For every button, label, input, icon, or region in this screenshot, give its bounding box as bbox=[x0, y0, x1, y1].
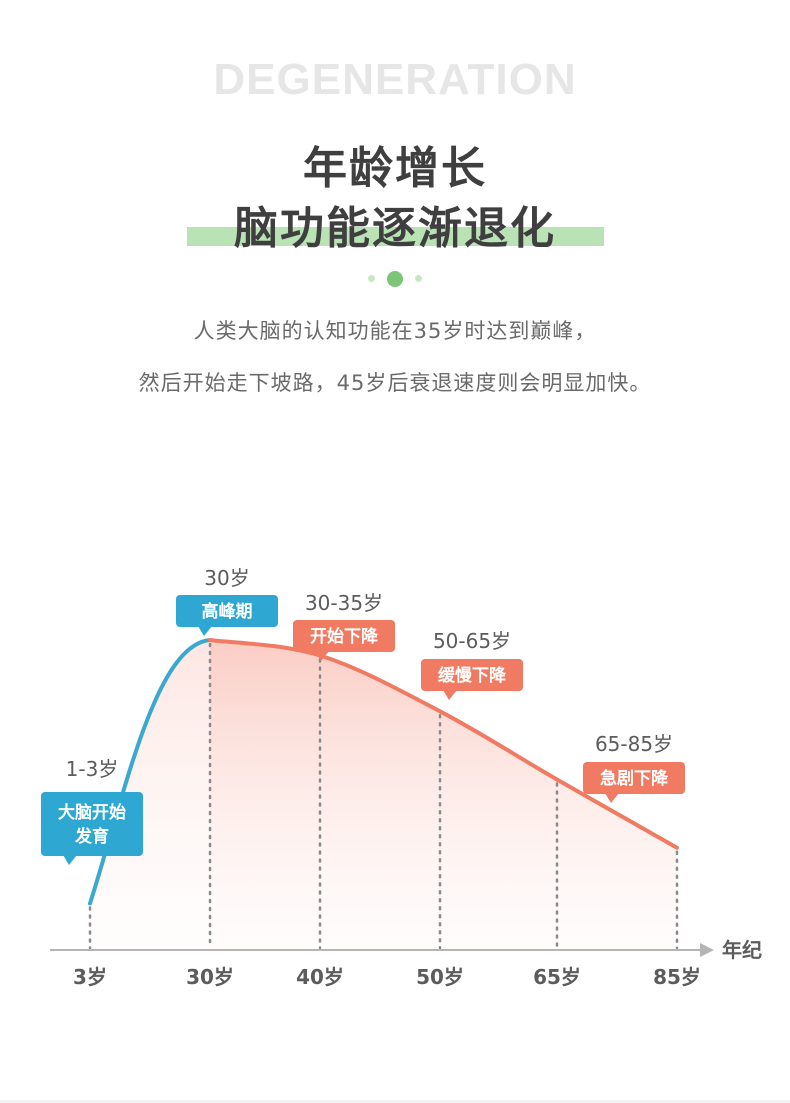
annotation-badge-pointer-icon bbox=[443, 690, 457, 700]
annotation-age-label: 1-3岁 bbox=[66, 757, 119, 781]
dot-inactive bbox=[368, 275, 375, 282]
falling-curve bbox=[208, 638, 679, 850]
annotation-stage-label: 开始下降 bbox=[310, 626, 379, 647]
annotation-stage-line: 发育 bbox=[74, 826, 109, 847]
annotation-stage-label: 缓慢下降 bbox=[438, 665, 507, 686]
annotation-badge bbox=[41, 792, 143, 856]
rising-curve bbox=[88, 638, 212, 906]
annotation-badge-pointer-icon bbox=[605, 793, 619, 803]
headline-highlight bbox=[187, 227, 604, 246]
dot-inactive bbox=[415, 275, 422, 282]
fall-area bbox=[210, 640, 677, 950]
annotation-badge bbox=[293, 620, 395, 652]
annotation-age-label: 65-85岁 bbox=[595, 732, 673, 756]
annotation-badge bbox=[421, 659, 523, 691]
description-line-2: 然后开始走下坡路，45岁后衰退速度则会明显加快。 bbox=[138, 371, 652, 395]
annotation-badge-pointer-icon bbox=[315, 651, 329, 661]
annotation-badge-pointer-icon bbox=[63, 855, 77, 865]
annotation-stage-label: 高峰期 bbox=[202, 601, 253, 622]
background-title: DEGENERATION bbox=[213, 55, 577, 104]
footer-divider bbox=[0, 1100, 790, 1103]
x-tick-label: 85岁 bbox=[653, 965, 701, 989]
annotation-stage-line: 高峰期 bbox=[202, 601, 253, 622]
annotation-badge bbox=[583, 762, 685, 794]
headline-line-2: 脑功能逐渐退化 bbox=[234, 203, 556, 254]
annotation-age-label: 30岁 bbox=[204, 566, 249, 590]
annotation-age-label: 30-35岁 bbox=[305, 591, 383, 615]
x-axis-title: 年纪 bbox=[722, 938, 762, 962]
annotation-stage-line: 大脑开始 bbox=[58, 802, 126, 823]
annotation-badge-pointer-icon bbox=[198, 626, 212, 636]
annotation-badge bbox=[176, 595, 278, 627]
annotation-stage-line: 缓慢下降 bbox=[438, 665, 507, 686]
annotation-stage-label: 大脑开始发育 bbox=[58, 802, 126, 847]
annotation-age-label: 50-65岁 bbox=[433, 629, 511, 653]
annotation-stage-line: 急剧下降 bbox=[600, 768, 669, 789]
headline-line-1: 年龄增长 bbox=[303, 143, 487, 194]
x-tick-label: 3岁 bbox=[73, 965, 107, 989]
annotation-stage-label: 急剧下降 bbox=[600, 768, 669, 789]
x-tick-label: 65岁 bbox=[533, 965, 581, 989]
x-tick-label: 50岁 bbox=[416, 965, 464, 989]
dot-active bbox=[387, 271, 403, 287]
rise-area bbox=[90, 640, 210, 950]
x-tick-label: 30岁 bbox=[186, 965, 234, 989]
annotation-stage-line: 开始下降 bbox=[310, 626, 379, 647]
description-line-1: 人类大脑的认知功能在35岁时达到巅峰， bbox=[193, 319, 597, 343]
x-tick-label: 40岁 bbox=[296, 965, 344, 989]
x-axis-arrow-icon bbox=[700, 943, 714, 957]
pagination-dots bbox=[365, 270, 425, 288]
